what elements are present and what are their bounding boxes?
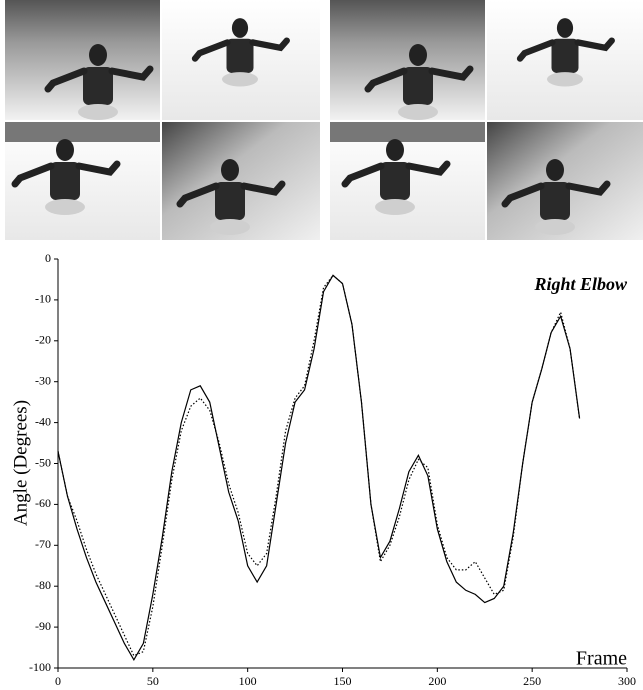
- y-axis-label: Angle (Degrees): [10, 400, 31, 526]
- x-axis-label: Frame: [576, 648, 627, 670]
- y-tick-label: -80: [35, 578, 51, 592]
- data-line: [58, 275, 580, 655]
- y-tick-label: -100: [29, 660, 51, 674]
- y-tick-label: 0: [45, 251, 51, 265]
- data-line: [58, 275, 580, 659]
- x-tick-label: 50: [147, 674, 159, 688]
- y-tick-label: -50: [35, 455, 51, 469]
- y-tick-label: -10: [35, 292, 51, 306]
- y-tick-label: -60: [35, 496, 51, 510]
- x-tick-label: 100: [239, 674, 257, 688]
- y-tick-label: -70: [35, 537, 51, 551]
- x-tick-label: 150: [334, 674, 352, 688]
- photo-panel: [5, 0, 643, 240]
- y-tick-label: -20: [35, 333, 51, 347]
- figure: Right Elbow Frame Angle (Degrees) 0 -10 -2…: [0, 0, 643, 690]
- x-tick-label: 300: [618, 674, 636, 688]
- y-tick-label: -30: [35, 373, 51, 387]
- y-tick-label: -90: [35, 619, 51, 633]
- y-tick-label: -40: [35, 414, 51, 428]
- x-tick-label: 0: [55, 674, 61, 688]
- x-tick-label: 250: [523, 674, 541, 688]
- page: {"chart_data": {"type": "line", "annotat…: [0, 0, 643, 690]
- annotation: Right Elbow: [533, 274, 628, 294]
- x-tick-label: 200: [428, 674, 446, 688]
